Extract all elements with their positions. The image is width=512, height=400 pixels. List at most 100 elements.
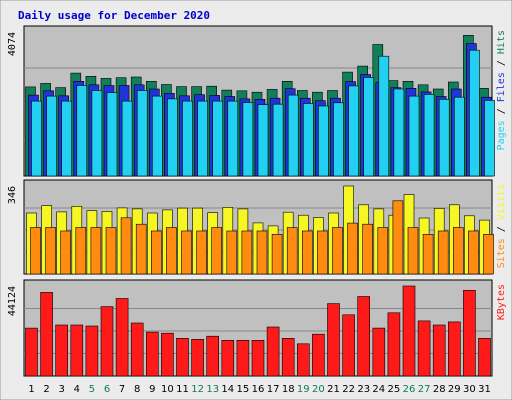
x-tick-label: 16	[252, 384, 265, 395]
x-tick-label: 30	[463, 384, 476, 395]
bar-kbytes	[372, 327, 386, 377]
x-tick-label: 29	[448, 384, 461, 395]
legend-separator: /	[496, 102, 507, 120]
y-max-label: 44124	[7, 286, 18, 316]
bar-kbytes	[176, 337, 189, 377]
legend-pages: Pages	[496, 120, 507, 150]
bar-sites	[332, 227, 343, 275]
bar-sites	[317, 230, 328, 275]
bar-sites	[151, 230, 162, 275]
bar-sites	[166, 227, 177, 275]
bar-pages	[152, 95, 163, 177]
bar-sites	[407, 227, 419, 275]
bar-pages	[257, 104, 269, 177]
bar-kbytes	[251, 339, 265, 377]
legend-hits: Hits	[496, 30, 507, 54]
bar-pages	[318, 105, 329, 177]
x-tick-label: 2	[43, 384, 49, 395]
legend-visits: Visits	[496, 184, 507, 220]
bar-sites	[45, 227, 56, 275]
x-tick-label: 27	[418, 384, 431, 395]
bar-sites	[377, 227, 389, 275]
x-tick-label: 24	[372, 384, 385, 395]
bar-sites	[483, 234, 494, 275]
bar-kbytes	[447, 321, 461, 377]
bar-pages	[348, 85, 359, 177]
bar-sites	[60, 230, 72, 275]
bar-pages	[167, 98, 178, 177]
bar-pages	[272, 103, 284, 177]
bar-kbytes	[432, 324, 446, 377]
panel-hits-files-pages: 4074 Pages / Files / Hits	[7, 25, 507, 177]
bar-sites	[392, 200, 404, 275]
x-tick-label: 21	[327, 384, 340, 395]
legend-kbytes: KBytes	[496, 284, 507, 320]
bar-kbytes	[236, 339, 250, 377]
panel-visits-sites: 346 Sites / Visits	[7, 179, 507, 275]
bar-kbytes	[417, 320, 431, 377]
x-tick-label: 31	[478, 384, 491, 395]
bar-pages	[438, 99, 450, 177]
bar-kbytes	[478, 337, 491, 377]
bar-sites	[241, 230, 253, 275]
bar-kbytes	[206, 335, 219, 377]
bar-pages	[469, 49, 480, 177]
bar-pages	[136, 90, 148, 177]
bar-sites	[271, 234, 283, 275]
legend: Pages / Files / Hits	[496, 30, 507, 150]
bar-kbytes	[327, 303, 340, 377]
bar-pages	[121, 100, 133, 177]
legend-separator: /	[496, 220, 507, 238]
bar-kbytes	[70, 324, 84, 377]
bar-pages	[227, 100, 239, 177]
x-tick-label: 20	[312, 384, 325, 395]
bar-sites	[211, 227, 222, 275]
bar-kbytes	[146, 331, 159, 377]
bar-pages	[31, 100, 42, 177]
bar-kbytes	[402, 285, 416, 377]
bar-kbytes	[281, 337, 295, 377]
bar-pages	[378, 55, 390, 177]
bar-sites	[135, 223, 147, 275]
bar-kbytes	[357, 296, 371, 377]
bar-sites	[468, 230, 479, 275]
bar-pages	[484, 100, 495, 177]
bar-kbytes	[387, 312, 401, 377]
chart-title: Daily usage for December 2020	[18, 9, 210, 22]
bar-pages	[302, 103, 314, 177]
bar-pages	[61, 100, 73, 177]
bar-kbytes	[115, 298, 129, 377]
x-tick-label: 25	[388, 384, 401, 395]
bar-sites	[226, 230, 238, 275]
bar-pages	[242, 102, 254, 177]
legend: Sites / Visits	[496, 184, 507, 268]
x-tick-label: 23	[357, 384, 370, 395]
x-tick-label: 22	[342, 384, 355, 395]
bar-sites	[105, 227, 117, 275]
x-tick-label: 26	[403, 384, 416, 395]
bar-pages	[91, 90, 103, 177]
bar-pages	[76, 85, 88, 177]
bar-kbytes	[85, 325, 99, 377]
bar-kbytes	[130, 322, 144, 377]
x-axis-labels: 1 2 3 4 5 6 7 8 9 10 11 12 13 14 15 16 17 18 19 20 21 22 23 24 2…	[28, 384, 491, 395]
bar-sites	[362, 223, 374, 275]
x-tick-label: 8	[134, 384, 140, 395]
bar-sites	[181, 230, 192, 275]
x-tick-label: 17	[267, 384, 280, 395]
bar-sites	[120, 217, 132, 275]
x-tick-label: 1	[28, 384, 34, 395]
bar-pages	[46, 95, 57, 177]
bar-pages	[333, 102, 344, 177]
bar-kbytes	[25, 327, 38, 377]
bar-pages	[363, 77, 375, 177]
bar-kbytes	[296, 343, 310, 377]
x-tick-label: 14	[221, 384, 234, 395]
bar-pages	[106, 92, 118, 177]
bar-pages	[453, 96, 465, 177]
y-max-label: 4074	[7, 32, 18, 56]
x-tick-label: 7	[119, 384, 125, 395]
legend-files: Files	[496, 72, 507, 102]
panel-kbytes: 44124 KBytes	[7, 279, 507, 377]
